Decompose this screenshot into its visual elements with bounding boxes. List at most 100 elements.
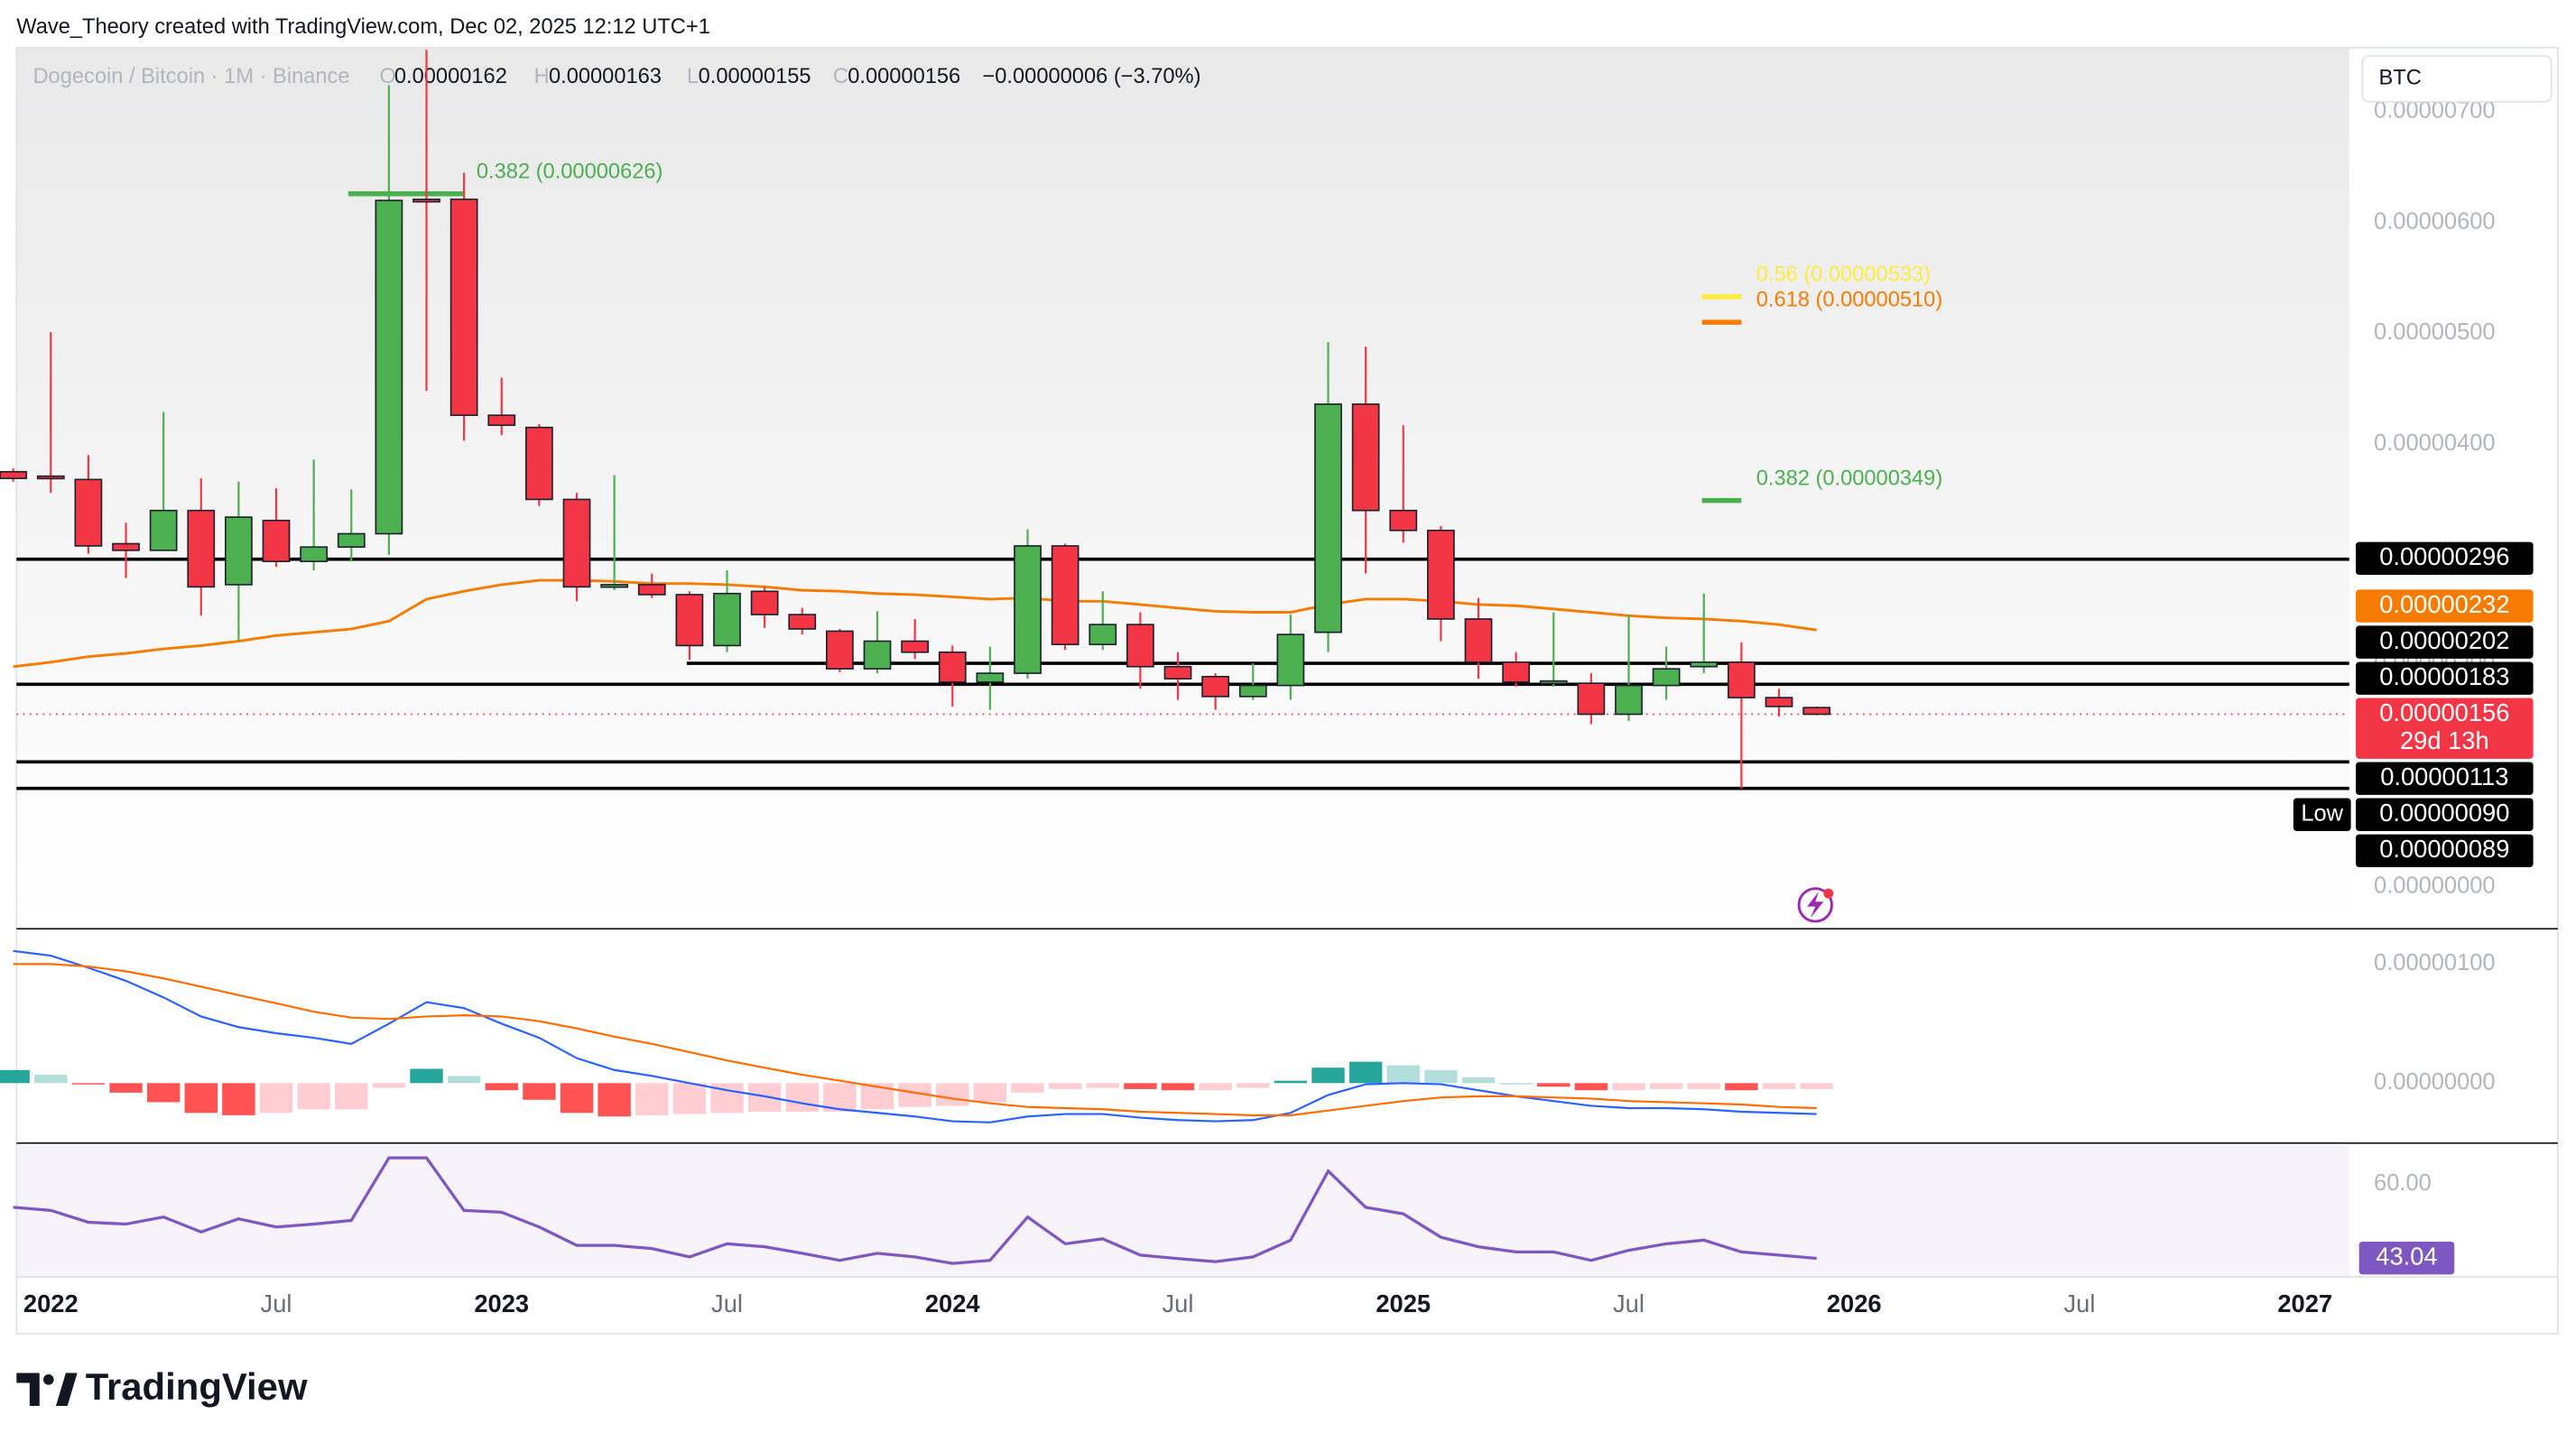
macd-histogram-bar	[71, 1083, 106, 1085]
macd-histogram-bar	[1274, 1080, 1308, 1084]
brand-logo	[16, 1373, 78, 1406]
candle-body	[262, 519, 291, 562]
macd-histogram-bar	[1537, 1083, 1571, 1087]
y-tick-label: 0.00000500	[2374, 319, 2496, 345]
candle-body	[1615, 684, 1643, 716]
candle-body	[1502, 661, 1531, 683]
candle-body	[1163, 665, 1192, 680]
candle-body	[1765, 697, 1793, 707]
rsi-band	[16, 1144, 2349, 1277]
candle-body	[901, 640, 930, 653]
macd-histogram-bar	[1048, 1083, 1082, 1089]
candle-body	[1539, 679, 1568, 685]
low-badge: 0.00000090	[2379, 799, 2509, 827]
legend-change: −0.00000006 (−3.70%)	[982, 65, 1200, 88]
candle-body	[1727, 661, 1756, 698]
y-tick-label: 0.00000600	[2374, 208, 2496, 234]
candle-body	[36, 475, 65, 480]
candle-body	[1426, 529, 1455, 620]
macd-histogram-bar	[635, 1083, 669, 1115]
macd-tick-label: 0.00000000	[2374, 1069, 2496, 1095]
macd-histogram-bar	[1199, 1083, 1232, 1091]
low-tag-bg	[2293, 798, 2351, 831]
rsi-line	[13, 1156, 1817, 1265]
candle-body	[1051, 545, 1080, 646]
legend-key: C	[833, 65, 848, 88]
macd-histogram-bar	[1725, 1083, 1758, 1091]
candle-body	[600, 584, 629, 588]
fib-label: 0.56 (0.00000533)	[1756, 263, 1931, 286]
macd-histogram-bar	[222, 1083, 255, 1115]
macd-histogram-bar	[598, 1083, 631, 1117]
last-price-badge: 0.00000156	[2379, 698, 2509, 726]
candle-body	[1126, 624, 1154, 668]
candle-body	[149, 509, 178, 551]
candle-body	[562, 498, 591, 588]
level-badge-bg	[2356, 762, 2534, 795]
legend-key: L	[687, 65, 699, 88]
macd-histogram-bar	[447, 1076, 481, 1084]
macd-histogram-bar	[1161, 1083, 1195, 1091]
macd-histogram-bar	[672, 1083, 707, 1114]
macd-histogram-bar	[109, 1083, 143, 1093]
candle-body	[637, 584, 666, 596]
macd-histogram-bar	[1649, 1083, 1683, 1089]
currency-box[interactable]	[2361, 54, 2553, 103]
macd-histogram-bar	[1311, 1068, 1345, 1084]
macd-histogram-bar	[146, 1083, 181, 1103]
macd-histogram-bar	[1800, 1083, 1833, 1089]
x-tick-label: Jul	[711, 1289, 743, 1317]
candle-body	[1389, 509, 1418, 532]
macd-histogram-bar	[936, 1083, 969, 1106]
macd-histogram-bar	[259, 1083, 293, 1114]
candle-body	[337, 532, 366, 549]
fib-label: 0.618 (0.00000510)	[1756, 289, 1943, 312]
x-tick-label: 2025	[1376, 1289, 1431, 1317]
candle-body	[750, 590, 779, 615]
candle-body	[412, 199, 440, 203]
x-tick-label: Jul	[1613, 1289, 1645, 1317]
x-tick-label: Jul	[261, 1289, 292, 1317]
candle-body	[375, 199, 403, 535]
fib-label: 0.382 (0.00000626)	[477, 160, 663, 183]
macd-histogram-bar	[372, 1083, 406, 1088]
macd-histogram-bar	[485, 1083, 518, 1091]
level-badge-bg	[2356, 661, 2534, 695]
macd-histogram-bar	[297, 1083, 330, 1110]
chart-frame	[15, 46, 2559, 1335]
macd-histogram-bar	[1612, 1083, 1645, 1091]
candle-body	[449, 199, 478, 416]
macd-histogram-bar	[747, 1083, 782, 1112]
candle-body	[1802, 707, 1830, 716]
macd-histogram-bar	[1348, 1061, 1383, 1084]
last-price-badge-bg	[2356, 698, 2534, 759]
low-badge-bg	[2356, 798, 2534, 831]
macd-histogram-bar	[560, 1083, 594, 1114]
macd-histogram-bar	[0, 1069, 30, 1084]
brand: TradingView	[86, 1365, 308, 1408]
macd-histogram-bar	[1011, 1083, 1044, 1093]
candle-body	[788, 614, 817, 630]
candle-body	[525, 426, 553, 501]
low-tag: Low	[2301, 800, 2343, 826]
macd-histogram-bar	[1687, 1083, 1720, 1089]
legend-value: 0.00000162	[394, 65, 507, 88]
candle-body	[713, 592, 741, 647]
currency: BTC	[2379, 67, 2422, 90]
level-badge: 0.00000296	[2379, 542, 2509, 570]
candle-body	[1238, 684, 1267, 698]
legend-value: 0.00000155	[699, 65, 811, 88]
macd-histogram-bar	[1461, 1077, 1496, 1084]
fib-label: 0.382 (0.00000349)	[1756, 467, 1943, 490]
candle-body	[1014, 545, 1042, 674]
y-tick-label: 0.00000000	[2374, 874, 2496, 899]
candle-body	[225, 516, 253, 586]
candle-body	[1690, 661, 1719, 668]
rsi-tick-label: 60.00	[2374, 1170, 2432, 1196]
x-tick-label: 2022	[23, 1289, 79, 1317]
candle-body	[1314, 403, 1342, 633]
ma-badge-bg	[2356, 589, 2534, 623]
